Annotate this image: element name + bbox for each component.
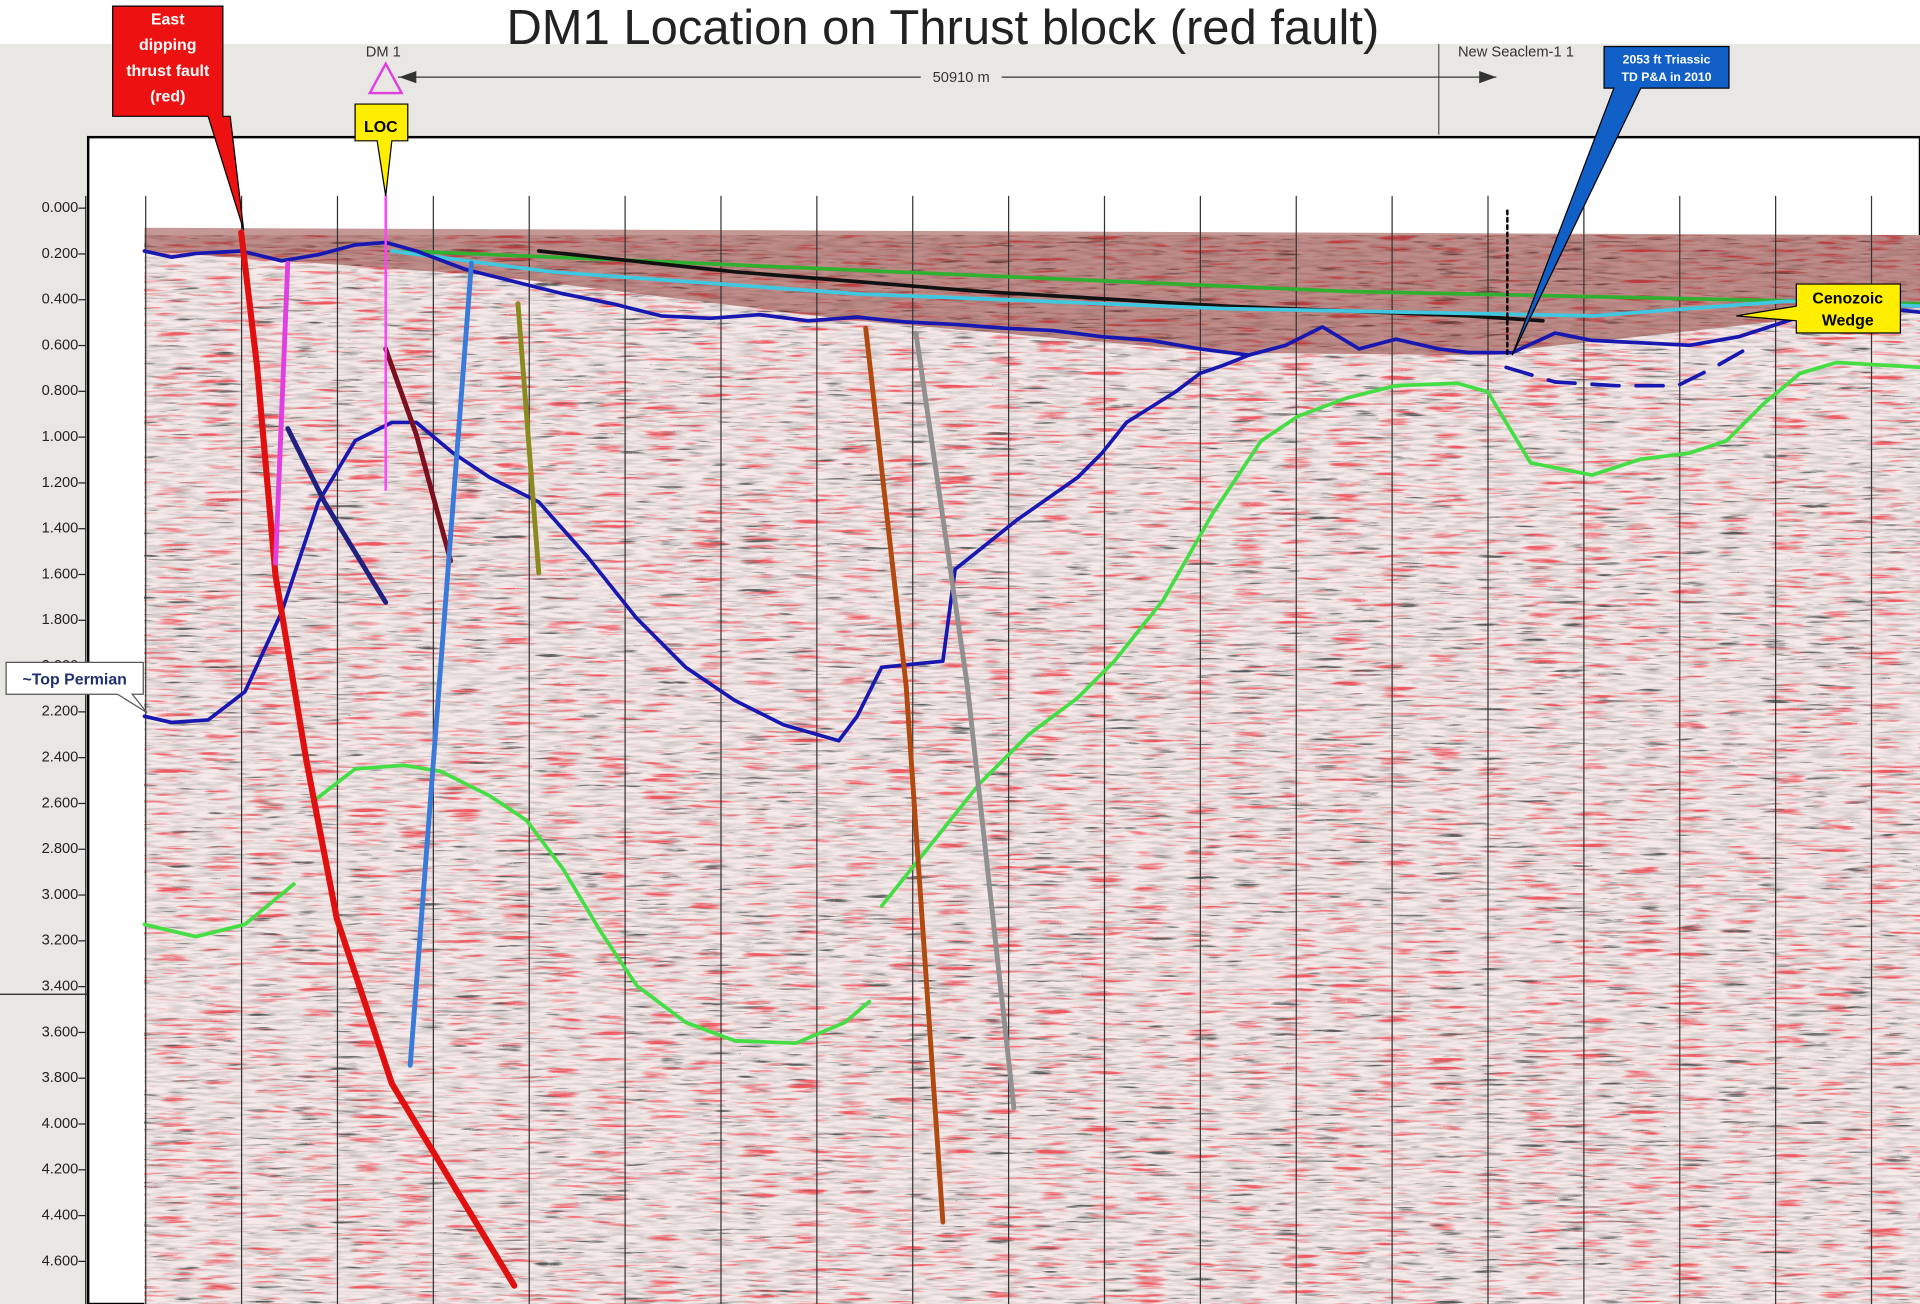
tick-label: 4.200 <box>42 1162 79 1178</box>
tick-label: 0.800 <box>42 383 79 399</box>
slide-title: DM1 Location on Thrust block (red fault) <box>506 1 1379 55</box>
tick-label: 0.000 <box>42 200 79 216</box>
scale-label: 50910 m <box>933 70 990 86</box>
callout-text: East <box>151 11 185 28</box>
tick-label: 1.400 <box>42 521 79 537</box>
callout-text: ~Top Permian <box>22 671 126 688</box>
well-symbol <box>367 61 404 95</box>
tick-label: 2.400 <box>42 750 79 766</box>
tick-label: 1.800 <box>42 612 79 628</box>
callout-text: Wedge <box>1822 313 1874 330</box>
callout-text: TD P&A in 2010 <box>1622 70 1712 84</box>
tick-label: 1.600 <box>42 566 79 582</box>
well-label: DM 1 <box>366 44 401 60</box>
faults <box>238 194 1509 1289</box>
tick-label: 1.000 <box>42 429 79 445</box>
callout: East dipping thrust fault (red) <box>112 5 245 231</box>
tick-label: 3.400 <box>42 979 79 995</box>
well-strip: DM 1 New Seaclem-1 1 50910 m <box>366 44 1574 135</box>
y-axis: 0.000 0.200 0.400 0.600 0.800 1.000 1.200 1.400… <box>0 195 89 1304</box>
tick-label: 3.800 <box>42 1070 79 1086</box>
tick-label: 0.200 <box>42 246 79 262</box>
callout-text: (red) <box>150 89 185 106</box>
callout: 2053 ft Triassic TD P&A in 2010 <box>1511 45 1730 356</box>
tick-label: 3.000 <box>42 887 79 903</box>
horizons <box>142 240 1920 1046</box>
tick-label: 3.200 <box>42 933 79 949</box>
callout: LOC <box>354 103 409 197</box>
tick-label: 4.400 <box>42 1207 79 1223</box>
tick-label: 2.600 <box>42 795 79 811</box>
tick-label: 3.600 <box>42 1024 79 1040</box>
callout-text: 2053 ft Triassic <box>1623 53 1711 67</box>
tick-label: 2.800 <box>42 841 79 857</box>
callout-text: thrust fault <box>126 63 210 80</box>
tick-label: 4.600 <box>42 1253 79 1269</box>
tick-label: 1.200 <box>42 475 79 491</box>
callout-text: dipping <box>139 37 196 54</box>
callout-text: LOC <box>364 119 398 136</box>
callout: ~Top Permian <box>5 661 148 714</box>
callout-text: Cenozoic <box>1812 291 1883 308</box>
tick-label: 0.400 <box>42 292 79 308</box>
tick-label: 4.000 <box>42 1116 79 1132</box>
tick-label: 2.200 <box>42 704 79 720</box>
callout: Cenozoic Wedge <box>1736 283 1902 334</box>
tick-label: 0.600 <box>42 337 79 353</box>
trace-lines <box>145 195 1873 1304</box>
well-label: New Seaclem-1 1 <box>1458 44 1574 60</box>
